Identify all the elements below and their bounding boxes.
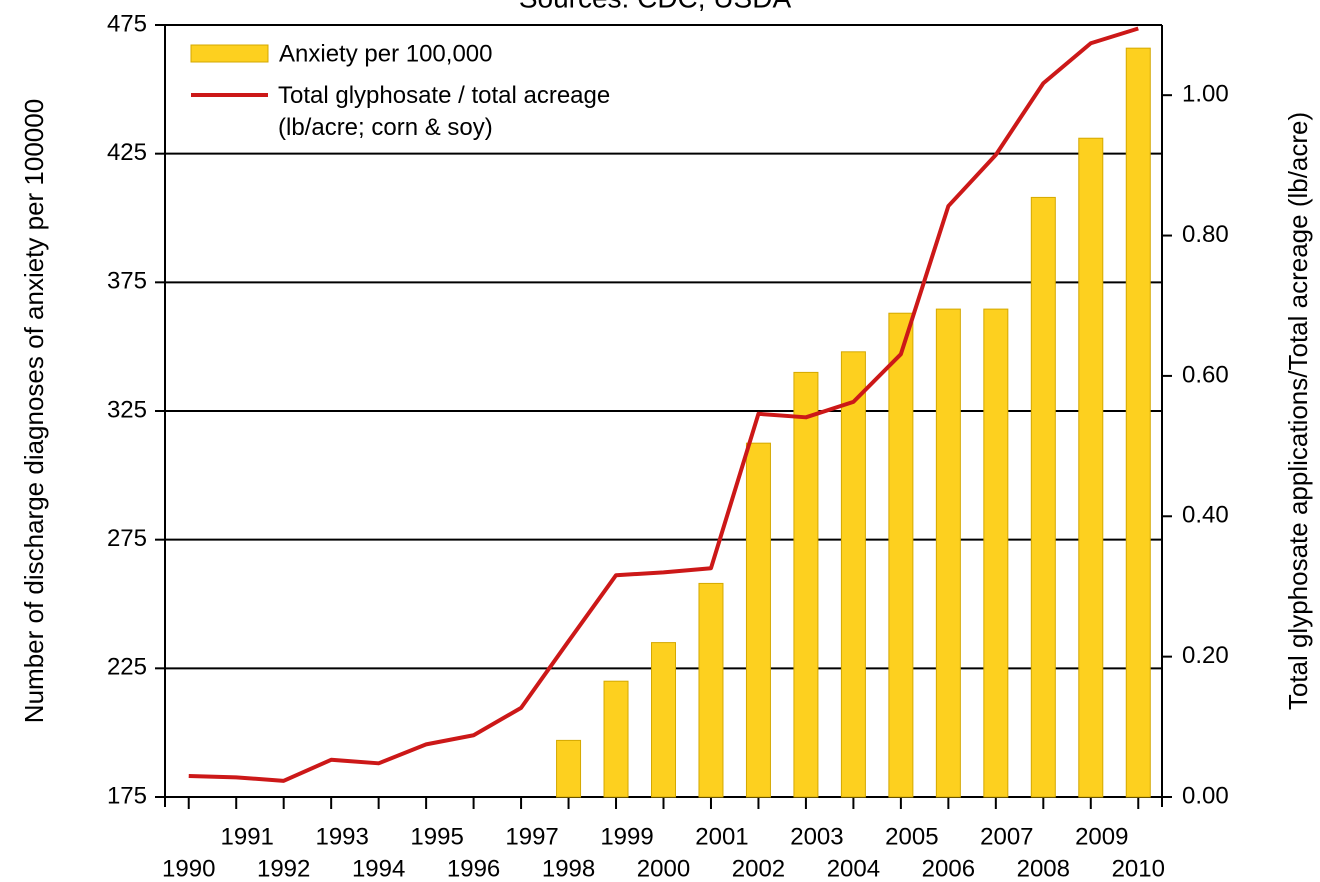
- bar: [888, 312, 914, 798]
- x-tick-label: 1998: [542, 855, 595, 882]
- x-tick-label: 2008: [1017, 855, 1070, 882]
- x-tick-label: 2001: [695, 823, 748, 850]
- bar: [651, 642, 676, 798]
- x-tick-label: 1999: [600, 823, 653, 850]
- y2-axis-label: Total glyphosate applications/Total acre…: [1283, 112, 1313, 710]
- bar: [1030, 196, 1056, 798]
- x-tick-label: 1991: [221, 823, 274, 850]
- x-tick-label: 2003: [790, 823, 843, 850]
- y-axis-label: Number of discharge diagnoses of anxiety…: [19, 99, 49, 723]
- legend-label: Total glyphosate / total acreage (lb/acr…: [278, 82, 611, 141]
- x-tick-label: 1997: [505, 823, 558, 850]
- x-tick-label: 2005: [885, 823, 938, 850]
- bar: [1078, 137, 1104, 798]
- y-tick-label: 325: [107, 396, 147, 423]
- bar: [698, 582, 724, 798]
- x-tick-label: 2009: [1075, 823, 1128, 850]
- legend-label: Anxiety per 100,000: [279, 40, 492, 67]
- bar: [983, 308, 1009, 798]
- x-tick-label: 1993: [315, 823, 368, 850]
- x-tick-label: 1990: [162, 855, 215, 882]
- y-tick-label: 175: [107, 782, 147, 809]
- x-tick-label: 2000: [637, 855, 690, 882]
- x-tick-label: 2007: [980, 823, 1033, 850]
- x-tick-label: 2002: [732, 855, 785, 882]
- x-tick-label: 2010: [1112, 855, 1165, 882]
- x-tick-label: 1995: [410, 823, 463, 850]
- y2-tick-label: 0.00: [1182, 782, 1229, 809]
- bar: [840, 351, 866, 798]
- x-tick-label: 2004: [827, 855, 880, 882]
- x-tick-label: 1996: [447, 855, 500, 882]
- y2-tick-label: 0.40: [1182, 502, 1229, 529]
- bar: [745, 442, 771, 798]
- y-tick-label: 225: [107, 654, 147, 681]
- x-tick-label: 1994: [352, 855, 405, 882]
- x-tick-label: 2006: [922, 855, 975, 882]
- y-tick-label: 375: [107, 268, 147, 295]
- y2-tick-label: 1.00: [1182, 81, 1229, 108]
- bar: [793, 371, 819, 798]
- bar: [935, 308, 961, 798]
- bar: [1125, 47, 1151, 798]
- bar: [603, 680, 629, 798]
- y-tick-label: 275: [107, 525, 147, 552]
- bar: [556, 739, 582, 798]
- y-tick-label: 475: [107, 10, 147, 37]
- y2-tick-label: 0.20: [1182, 642, 1229, 669]
- y2-tick-label: 0.60: [1182, 361, 1229, 388]
- chart-title: Sources: CDC, USDA: [519, 0, 792, 13]
- y-tick-label: 425: [107, 139, 147, 166]
- x-tick-label: 1992: [257, 855, 310, 882]
- y2-tick-label: 0.80: [1182, 221, 1229, 248]
- line: [188, 26, 1139, 783]
- legend-swatch: [190, 44, 269, 63]
